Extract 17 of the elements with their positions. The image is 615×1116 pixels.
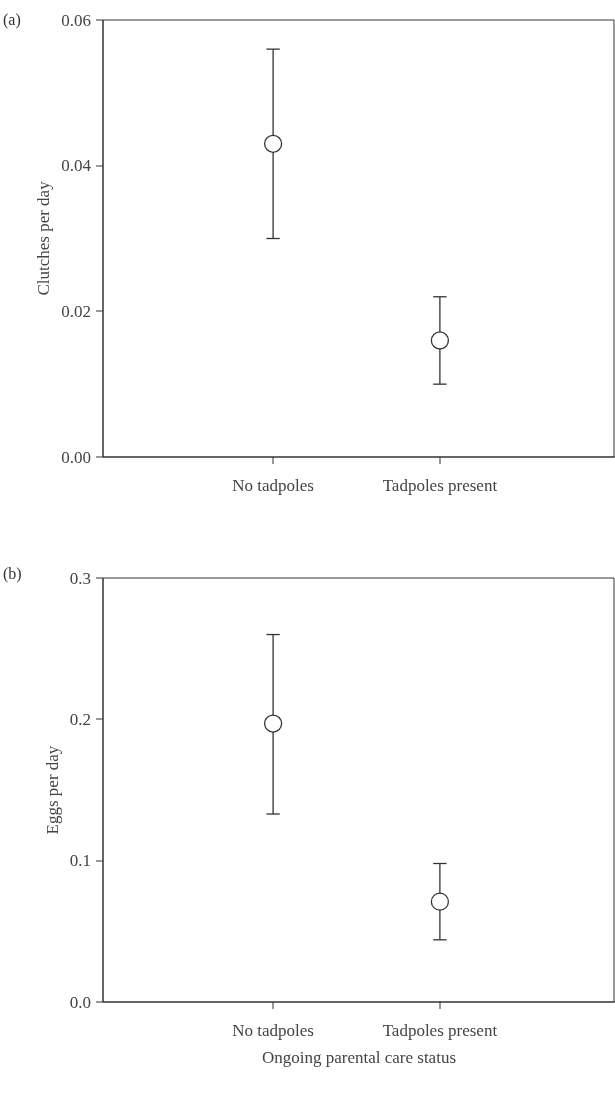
text: (b) — [3, 565, 22, 583]
x-tick-label: Tadpoles present — [382, 1021, 498, 1040]
y-axis-title: Clutches per day — [34, 180, 54, 296]
x-axis-title: Ongoing parental care status — [261, 1048, 457, 1067]
text: (a) — [3, 11, 21, 29]
x-tick-label: No tadpoles — [232, 1021, 314, 1040]
y-tick-label: 0.06 — [61, 10, 91, 30]
y-tick-label: 0.2 — [69, 709, 91, 729]
y-tick-label: 0.0 — [69, 992, 91, 1012]
x-tick-label: Tadpoles present — [382, 476, 498, 495]
y-axis-title: Eggs per day — [42, 745, 62, 835]
y-tick-label: 0.02 — [61, 301, 91, 321]
y-tick-label: 0.1 — [69, 851, 91, 871]
y-tick-label: 0.3 — [69, 568, 91, 588]
y-tick-label: 0.00 — [61, 447, 91, 467]
y-tick-label: 0.04 — [61, 156, 92, 176]
x-tick-label: No tadpoles — [232, 476, 314, 495]
